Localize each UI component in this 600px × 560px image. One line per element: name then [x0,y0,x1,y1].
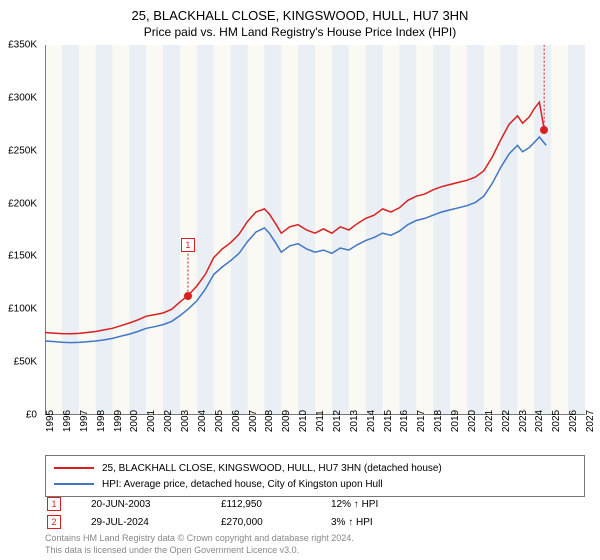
legend-item: HPI: Average price, detached house, City… [54,476,576,492]
attribution: Contains HM Land Registry data © Crown c… [45,533,354,556]
x-axis-label: 2021 [484,410,495,432]
y-axis-label: £300K [8,92,37,103]
x-axis-label: 1998 [96,410,107,432]
chart-title: 25, BLACKHALL CLOSE, KINGSWOOD, HULL, HU… [0,8,600,23]
x-axis-label: 2018 [433,410,444,432]
x-axis-label: 2014 [366,410,377,432]
y-axis-label: £100K [8,304,37,315]
data-point-marker: 1 [47,497,61,511]
chart-subtitle: Price paid vs. HM Land Registry's House … [0,25,600,39]
data-point-price: £270,000 [221,517,301,528]
attribution-line-1: Contains HM Land Registry data © Crown c… [45,533,354,545]
x-axis-label: 2008 [264,410,275,432]
data-point-row: 1 20-JUN-2003 £112,950 12% ↑ HPI [45,495,585,513]
legend-label: 25, BLACKHALL CLOSE, KINGSWOOD, HULL, HU… [102,463,442,474]
x-axis-label: 1995 [45,410,56,432]
x-axis-label: 2003 [180,410,191,432]
x-axis-label: 2023 [518,410,529,432]
data-points-table: 1 20-JUN-2003 £112,950 12% ↑ HPI 2 29-JU… [45,495,585,531]
x-axis-label: 2006 [231,410,242,432]
x-axis-label: 2025 [551,410,562,432]
y-axis-label: £350K [8,40,37,51]
x-axis-label: 2007 [248,410,259,432]
data-point-date: 20-JUN-2003 [91,499,191,510]
chart-container: 25, BLACKHALL CLOSE, KINGSWOOD, HULL, HU… [0,0,600,560]
x-axis-label: 1996 [62,410,73,432]
data-point-marker: 2 [47,515,61,529]
x-axis-label: 2010 [298,410,309,432]
x-axis-label: 2016 [399,410,410,432]
chart-plot-area: £0£50K£100K£150K£200K£250K£300K£350K1995… [45,45,585,415]
data-point-row: 2 29-JUL-2024 £270,000 3% ↑ HPI [45,513,585,531]
data-marker-label: 1 [181,238,195,252]
data-marker-dot [184,292,192,300]
data-point-pct: 3% ↑ HPI [331,517,411,528]
legend: 25, BLACKHALL CLOSE, KINGSWOOD, HULL, HU… [45,455,585,497]
x-axis-label: 2009 [281,410,292,432]
y-axis-label: £0 [26,410,37,421]
x-axis-label: 2005 [214,410,225,432]
x-axis-label: 2017 [416,410,427,432]
x-axis-label: 2013 [349,410,360,432]
x-axis-label: 2020 [467,410,478,432]
x-axis-label: 2011 [315,410,326,432]
legend-swatch [54,467,94,469]
x-axis-label: 2026 [568,410,579,432]
legend-label: HPI: Average price, detached house, City… [102,479,383,490]
x-axis-label: 2024 [534,410,545,432]
x-axis-label: 2027 [585,410,596,432]
data-marker-dot [540,126,548,134]
y-axis-label: £250K [8,145,37,156]
data-point-date: 29-JUL-2024 [91,517,191,528]
x-axis-label: 2002 [163,410,174,432]
x-axis-label: 2022 [501,410,512,432]
x-axis-label: 2019 [450,410,461,432]
x-axis-label: 2012 [332,410,343,432]
x-axis-label: 1999 [113,410,124,432]
x-axis-label: 2000 [129,410,140,432]
y-axis-label: £50K [14,357,37,368]
x-axis-label: 2015 [383,410,394,432]
y-axis-label: £150K [8,251,37,262]
title-area: 25, BLACKHALL CLOSE, KINGSWOOD, HULL, HU… [0,0,600,39]
legend-swatch [54,483,94,485]
chart-lines [45,45,585,415]
y-axis-label: £200K [8,198,37,209]
data-point-pct: 12% ↑ HPI [331,499,411,510]
attribution-line-2: This data is licensed under the Open Gov… [45,545,354,557]
data-point-price: £112,950 [221,499,301,510]
legend-item: 25, BLACKHALL CLOSE, KINGSWOOD, HULL, HU… [54,460,576,476]
x-axis-label: 1997 [79,410,90,432]
x-axis-label: 2004 [197,410,208,432]
x-axis-label: 2001 [146,410,157,432]
